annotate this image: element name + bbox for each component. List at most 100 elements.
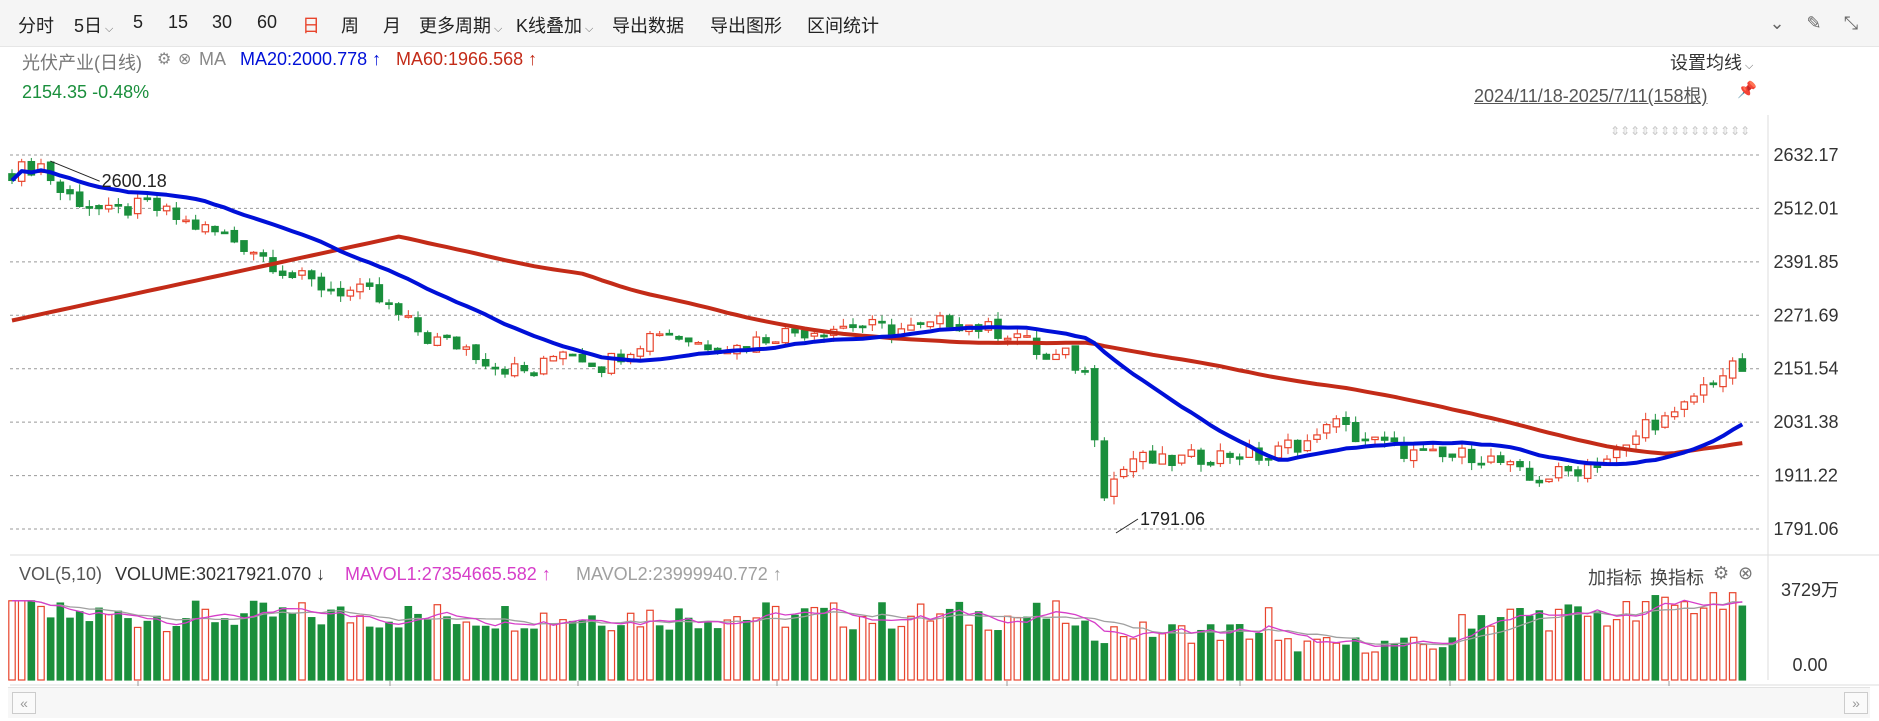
tab-30min[interactable]: 30 [212,12,233,32]
candle-down [375,284,384,303]
tab-week[interactable]: 周 [341,16,359,36]
volume-bar [27,600,36,681]
ma60-value: MA60:1966.568 ↑ [396,49,537,70]
volume-bar [1661,596,1669,681]
scroll-left-icon[interactable]: « [12,692,36,714]
volume-bar [1496,617,1505,681]
volume-bar [549,623,558,681]
candle-down [472,344,480,361]
tab-more-periods[interactable]: 更多周期 ⌵ [419,12,502,38]
brush-icon[interactable]: ✎ [1806,13,1822,33]
chevron-down-icon: ⌵ [1745,60,1754,72]
candle-up [1322,424,1331,434]
vol-label: VOL(5,10) [19,564,103,584]
volume-bar [501,606,509,681]
volume-bar [559,619,567,681]
volume-bar [510,630,519,681]
volume-bar [143,620,152,681]
candle-down [858,325,867,329]
volume-bar [1390,643,1399,681]
price-axis: 2632.17 2512.01 2391.85 2271.69 2151.54 2031.… [10,115,1879,686]
volume-bar [1177,625,1186,681]
set-ma-button[interactable]: 设置均线 ⌵ [1670,49,1753,75]
candle-down [307,270,316,280]
export-chart-button[interactable]: 导出图形 [710,16,782,36]
tab-month[interactable]: 月 [383,16,401,36]
volume-bar [1603,625,1611,681]
shrink-icon[interactable]: ⤡ [1843,13,1859,33]
swap-indicator-button[interactable]: 换指标 [1650,568,1704,588]
volume-bar [249,600,258,681]
volume-bar [1158,633,1167,681]
gear-icon[interactable]: ⚙ [1713,563,1730,583]
candle-down [172,207,181,220]
close-circle-icon[interactable]: ⊗ [1738,563,1754,583]
dropdown-circle-icon[interactable]: ⌄ [1769,13,1785,33]
candle-down [27,160,36,176]
volume-bar [95,607,103,681]
volume-bar [1139,621,1147,681]
high-pointer [50,160,100,182]
volume-bar [288,612,297,681]
marker-icon: ⇕ [1690,124,1700,138]
chart-scrollbar[interactable]: « » [8,687,1870,718]
candle-up [1187,449,1196,457]
ma20-line [10,168,1744,467]
volume-bar [530,628,538,681]
candle-up [1274,445,1283,459]
date-range[interactable]: 2024/11/18-2025/7/11(158根) [1474,86,1708,106]
volume-bar [1264,607,1273,681]
tab-5min[interactable]: 5 [133,12,144,32]
candle-down [1081,370,1089,373]
tab-day[interactable]: 日 [302,16,320,36]
add-indicator-button[interactable]: 加指标 [1588,568,1642,588]
volume-bar [1100,643,1109,681]
candle-up [404,315,413,318]
candle-down [974,324,983,332]
scroll-right-icon[interactable]: » [1844,692,1868,714]
candle-down [443,334,451,339]
candle-up [433,336,442,346]
volume-bar [1023,616,1031,681]
range-stats-button[interactable]: 区间统计 [807,16,879,36]
volume-bar [472,625,480,681]
price-tick-label: 1911.22 [1774,466,1838,486]
candle-up [781,327,790,344]
gear-icon[interactable]: ⚙ [157,51,172,68]
candle-up [539,357,548,375]
volume-bar [1467,628,1476,681]
volume-bar [665,629,674,681]
candle-down [143,197,152,201]
pin-icon[interactable]: 📌 [1737,82,1757,99]
price-tick-label: 1791.06 [1773,519,1838,539]
candle-down [230,229,239,243]
candle-down [1564,466,1573,472]
close-circle-icon[interactable]: ⊗ [178,51,192,68]
volume-bar [85,621,94,681]
volume-bar [172,626,181,681]
candle-down [240,240,248,252]
tab-kline-overlay[interactable]: K线叠加 ⌵ [516,12,593,38]
high-label: 2600.18 [102,171,167,191]
tab-15min[interactable]: 15 [168,12,189,32]
candle-up [1487,455,1495,463]
candle-down [1496,455,1505,463]
volume-bar [162,630,171,681]
volume-bar [1148,636,1157,681]
marker-icon: ⇕ [1680,124,1690,138]
volume-bar [897,625,906,681]
volume-bar [878,602,886,681]
price-tick-label: 2391.85 [1773,252,1838,272]
volume-bar [1081,620,1089,681]
ma60-text: MA60:1966.568 [396,49,524,69]
volume-bar [1226,624,1234,681]
export-data-button[interactable]: 导出数据 [612,16,684,36]
arrow-up-icon: ↑ [372,49,382,69]
volume-bar [8,600,16,681]
tab-fenshi[interactable]: 分时 [18,16,54,36]
tab-60min[interactable]: 60 [257,12,278,32]
index-name: 光伏产业(日线) [22,53,142,73]
tab-5day[interactable]: 5日 ⌵ [74,12,113,38]
volume-bar [636,626,645,681]
